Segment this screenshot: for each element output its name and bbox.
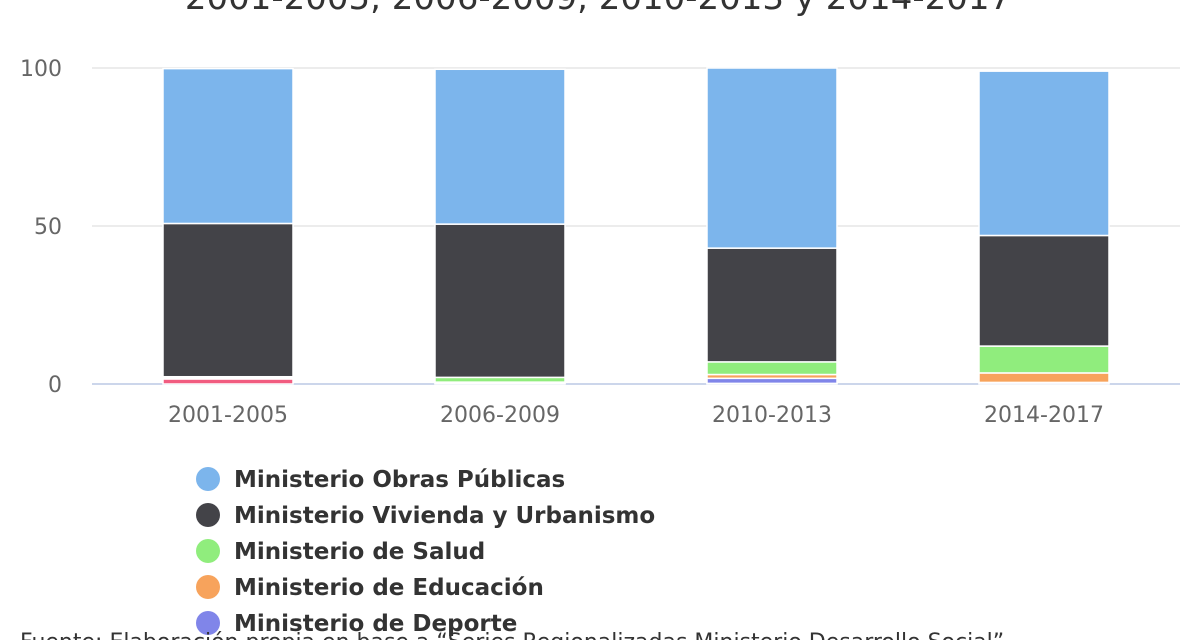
bar-segment[interactable] <box>978 372 1110 384</box>
bar-segment[interactable] <box>706 67 838 249</box>
bar-segment[interactable] <box>162 378 294 385</box>
legend-label[interactable]: Ministerio de Deporte <box>234 611 517 637</box>
legend-marker[interactable] <box>196 611 220 635</box>
legend: Ministerio Obras Públicas Ministerio Vivi… <box>196 467 655 637</box>
y-tick-label: 50 <box>34 215 62 240</box>
axis-layer: 0 50 100 2001-2005 2006-2009 2010-2013 2014-20… <box>20 57 1104 428</box>
bar-segment[interactable] <box>978 234 1110 347</box>
bar-segment[interactable] <box>706 377 838 385</box>
bar-segment[interactable] <box>706 361 838 376</box>
bar-segment[interactable] <box>706 247 838 363</box>
legend-marker[interactable] <box>196 539 220 563</box>
legend-label[interactable]: Ministerio Obras Públicas <box>234 467 565 493</box>
source-note: Fuente: Elaboración propia en base a “Se… <box>20 630 1004 640</box>
x-tick-label: 2010-2013 <box>712 403 832 428</box>
legend-label[interactable]: Ministerio Vivienda y Urbanismo <box>234 503 655 529</box>
y-tick-label: 0 <box>48 373 62 398</box>
bar-segment[interactable] <box>978 70 1110 237</box>
x-tick-label: 2006-2009 <box>440 403 560 428</box>
x-tick-label: 2014-2017 <box>984 403 1104 428</box>
legend-marker[interactable] <box>196 467 220 491</box>
y-tick-label: 100 <box>20 57 62 82</box>
legend-marker[interactable] <box>196 503 220 527</box>
bar-segment[interactable] <box>162 222 294 378</box>
legend-label[interactable]: Ministerio de Salud <box>234 539 485 565</box>
x-tick-label: 2001-2005 <box>168 403 288 428</box>
bar-segment[interactable] <box>978 345 1110 374</box>
bars-layer <box>162 67 1110 385</box>
legend-label[interactable]: Ministerio de Educación <box>234 575 544 601</box>
bar-segment[interactable] <box>162 67 294 225</box>
bar-segment[interactable] <box>434 68 566 225</box>
bar-segment[interactable] <box>434 223 566 379</box>
legend-marker[interactable] <box>196 575 220 599</box>
chart-title: 2001-2005, 2006-2009, 2010-2013 y 2014-2… <box>185 0 1011 18</box>
